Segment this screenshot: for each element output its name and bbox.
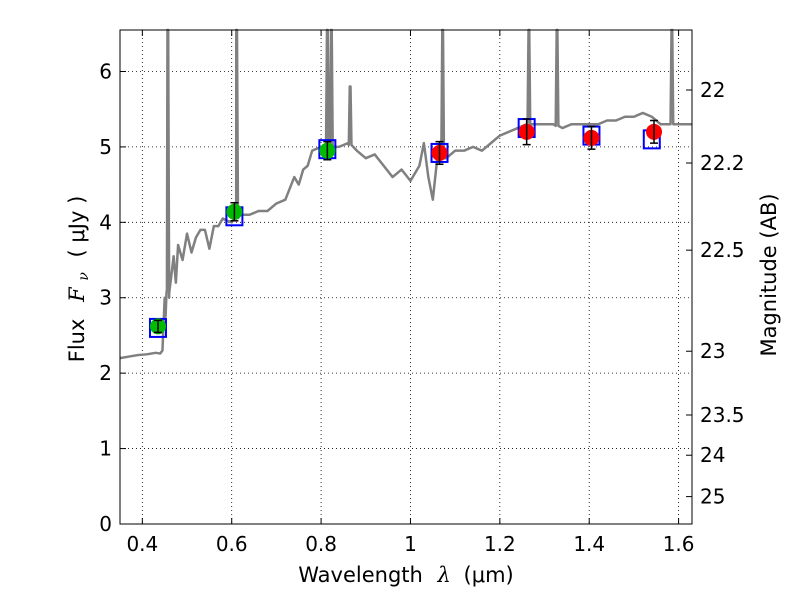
x-tick-label-2: 0.8 xyxy=(305,532,337,556)
y-axis-label-math-sub: ν xyxy=(76,272,92,281)
plot-frame xyxy=(119,29,693,525)
model-spectrum-line xyxy=(119,28,692,360)
grid-lines xyxy=(120,30,692,524)
x-tick-label-1: 0.6 xyxy=(216,532,248,556)
y-tick-label-5: 5 xyxy=(99,135,112,159)
y2-ticks: 22 22.2 22.5 23 23.5 24 25 xyxy=(686,78,745,509)
y2-tick-label-5: 24 xyxy=(700,443,725,467)
y-ticks: 0 1 2 3 4 5 6 xyxy=(99,59,126,536)
y2-tick-label-1: 22.2 xyxy=(700,151,745,175)
observed-photometry-layer xyxy=(149,118,663,335)
x-tick-label-4: 1.2 xyxy=(484,532,516,556)
y2-tick-label-6: 25 xyxy=(700,485,725,509)
y-axis-label-text: Flux xyxy=(65,319,89,363)
y-tick-label-2: 2 xyxy=(99,361,112,385)
model-photometry-layer xyxy=(148,118,661,338)
y2-axis-label: Magnitude (AB) xyxy=(757,193,781,356)
x-axis-label: Wavelength λ (μm) xyxy=(298,563,513,587)
y-tick-label-1: 1 xyxy=(99,437,112,461)
y2-tick-label-0: 22 xyxy=(700,78,725,102)
y-tick-label-0: 0 xyxy=(99,512,112,536)
x-tick-label-3: 1 xyxy=(404,532,417,556)
x-axis-label-text: Wavelength xyxy=(298,563,423,587)
x-axis-label-unit: (μm) xyxy=(464,563,514,587)
x-ticks: 0.4 0.6 0.8 1 1.2 1.4 1.6 xyxy=(126,30,695,556)
x-tick-label-5: 1.4 xyxy=(573,532,605,556)
model-spectrum-layer xyxy=(119,28,692,360)
y-tick-label-4: 4 xyxy=(99,210,112,234)
x-axis-label-math: λ xyxy=(437,563,451,587)
y2-tick-label-2: 22.5 xyxy=(700,238,745,262)
y-axis-label-math: F xyxy=(65,286,89,303)
y-axis-label: Flux F ν ( μJy ) xyxy=(65,196,93,363)
x-tick-label-6: 1.6 xyxy=(663,532,695,556)
y-axis-label-unit: ( μJy ) xyxy=(65,196,89,258)
y-tick-label-3: 3 xyxy=(99,286,112,310)
y-tick-label-6: 6 xyxy=(99,59,112,83)
y2-tick-label-4: 23.5 xyxy=(700,403,745,427)
x-tick-label-0: 0.4 xyxy=(126,532,158,556)
y2-tick-label-3: 23 xyxy=(700,339,725,363)
